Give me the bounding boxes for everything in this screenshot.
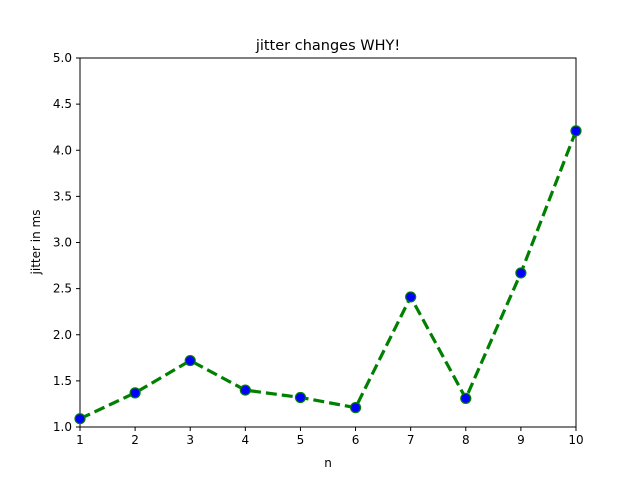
x-tick-label: 7 [407,433,415,447]
data-point [570,125,582,137]
x-tick-label: 1 [76,433,84,447]
data-point [460,392,472,405]
x-axis-label: n [324,456,332,470]
chart-title: jitter changes WHY! [255,38,400,54]
x-tick-label: 6 [352,433,360,447]
data-point [129,387,141,399]
x-tick-label: 2 [131,433,139,447]
y-tick-label: 5.0 [53,51,72,65]
plot-frame [79,57,577,428]
y-tick-label: 3.5 [53,189,72,203]
y-tick-label: 4.5 [53,97,72,111]
y-tick-label: 3.0 [53,236,72,250]
y-tick-label: 1.0 [53,420,72,434]
x-tick-label: 4 [242,433,250,447]
x-tick-label: 9 [517,433,525,447]
y-axis-label: jitter in ms [29,210,43,276]
series-line [79,130,578,421]
data-point [349,402,362,414]
y-tick-label: 2.5 [53,282,72,296]
x-tick-label: 5 [297,433,305,447]
y-tick-label: 2.0 [53,328,72,342]
y-tick-label: 1.5 [53,374,72,388]
x-tick-label: 10 [568,433,583,447]
data-point [239,384,251,396]
data-point [515,267,527,279]
data-point [294,391,307,404]
data-point [405,291,417,303]
x-tick-label: 3 [186,433,194,447]
data-point [184,354,196,367]
x-tick-label: 8 [462,433,470,447]
data-point [74,413,86,425]
y-tick-label: 4.0 [53,143,72,157]
plot-area: 1 2 3 4 5 6 7 8 9 10 1.0 1.5 2.0 2.5 3.0 3.5 4.0 4.5 5.0 [53,51,584,447]
